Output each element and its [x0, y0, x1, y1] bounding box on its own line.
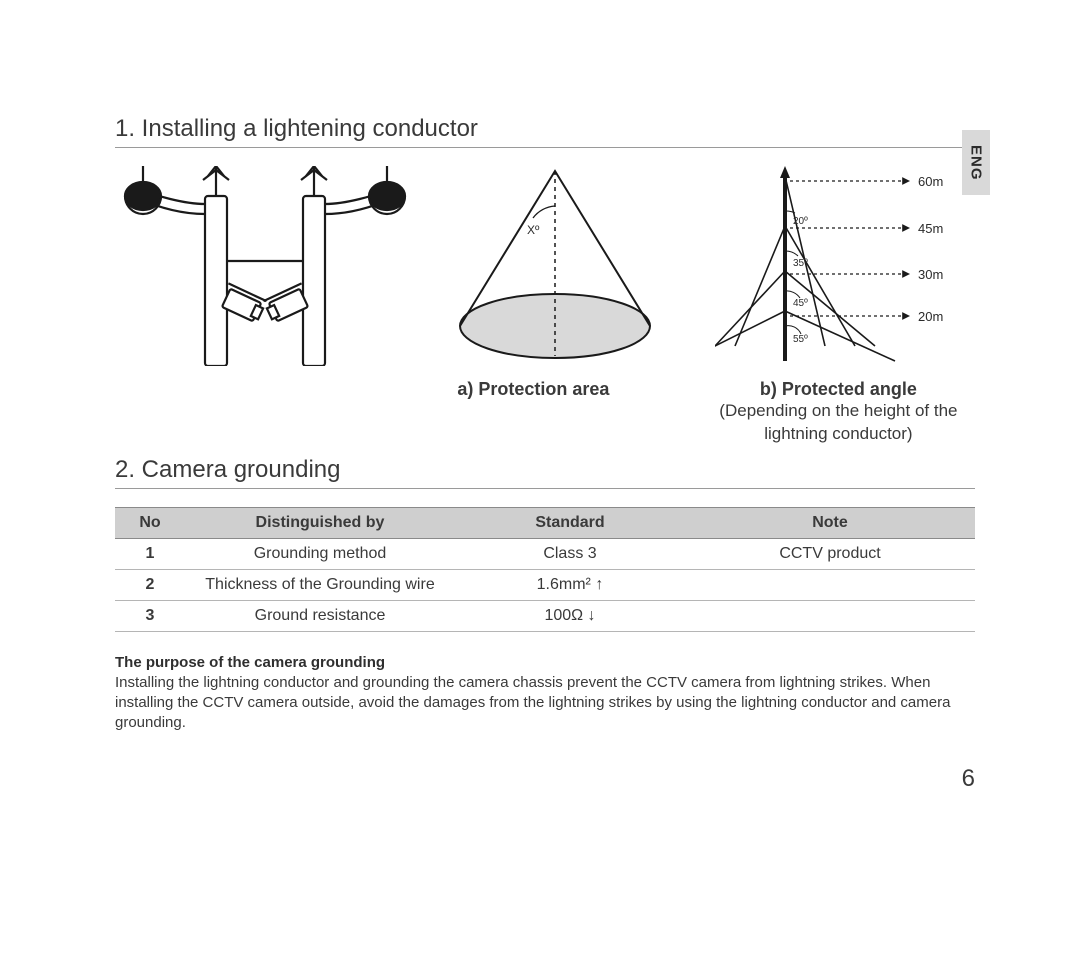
table-header-row: No Distinguished by Standard Note: [115, 507, 975, 538]
th-dist: Distinguished by: [185, 507, 455, 538]
table-row: 1 Grounding method Class 3 CCTV product: [115, 538, 975, 569]
angle-0: 20º: [793, 216, 808, 227]
cell: [685, 600, 975, 631]
page-number: 6: [962, 765, 975, 793]
height-3: 20m: [918, 309, 943, 324]
th-std: Standard: [455, 507, 685, 538]
cell: Thickness of the Grounding wire: [185, 569, 455, 600]
section1-rule: [115, 147, 975, 148]
cone-angle-label: Xº: [527, 223, 540, 237]
figure-protection-cone: Xº: [445, 166, 685, 371]
manual-page: ENG 1. Installing a lightening conductor: [0, 0, 1080, 968]
figure-protected-angle: 20º 60m 35º 45m 45º 30m: [715, 166, 975, 371]
height-0: 60m: [918, 174, 943, 189]
cell: Class 3: [455, 538, 685, 569]
light-pole-svg: [115, 166, 415, 366]
section1-title: 1. Installing a lightening conductor: [115, 115, 975, 143]
caption-a: a) Protection area: [415, 379, 652, 400]
height-1: 45m: [918, 221, 943, 236]
cone-svg: Xº: [445, 166, 665, 366]
caption-row: a) Protection area b) Protected angle (D…: [415, 379, 975, 446]
caption-b-sub: (Depending on the height of the lightnin…: [702, 400, 975, 446]
figures-row: Xº 20º: [115, 166, 975, 371]
cell: 1: [115, 538, 185, 569]
cell: 2: [115, 569, 185, 600]
angle-1: 35º: [793, 258, 808, 269]
cell: 1.6mm² ↑: [455, 569, 685, 600]
purpose-body: Installing the lightning conductor and g…: [115, 673, 975, 734]
cell: Grounding method: [185, 538, 455, 569]
cell: [685, 569, 975, 600]
caption-b-title: b) Protected angle: [702, 379, 975, 400]
section2-rule: [115, 488, 975, 489]
table-row: 3 Ground resistance 100Ω ↓: [115, 600, 975, 631]
cell: CCTV product: [685, 538, 975, 569]
section2-title: 2. Camera grounding: [115, 456, 975, 484]
th-note: Note: [685, 507, 975, 538]
purpose-title: The purpose of the camera grounding: [115, 654, 975, 671]
height-2: 30m: [918, 267, 943, 282]
angle-3: 55º: [793, 334, 808, 345]
figure-light-pole: [115, 166, 415, 371]
angle-2: 45º: [793, 298, 808, 309]
grounding-table: No Distinguished by Standard Note 1 Grou…: [115, 507, 975, 632]
angle-svg: 20º 60m 35º 45m 45º 30m: [715, 166, 975, 366]
cell: Ground resistance: [185, 600, 455, 631]
th-no: No: [115, 507, 185, 538]
cell: 3: [115, 600, 185, 631]
cell: 100Ω ↓: [455, 600, 685, 631]
table-row: 2 Thickness of the Grounding wire 1.6mm²…: [115, 569, 975, 600]
